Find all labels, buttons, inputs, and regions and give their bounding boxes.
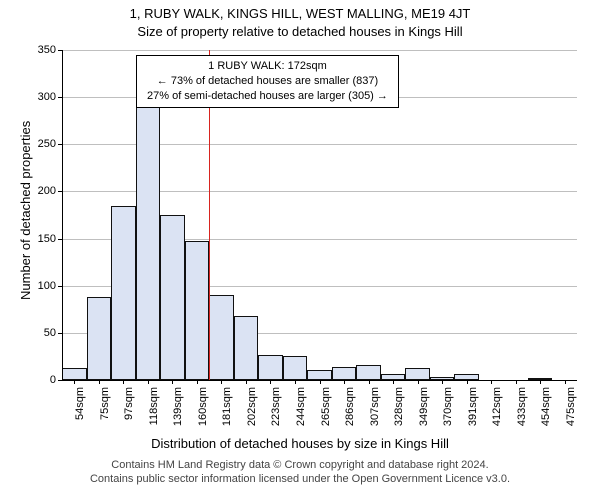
histogram-bar bbox=[234, 316, 259, 380]
histogram-bar bbox=[111, 206, 136, 380]
chart-title-line1: 1, RUBY WALK, KINGS HILL, WEST MALLING, … bbox=[0, 6, 600, 21]
histogram-bar bbox=[258, 355, 283, 380]
xtick-label: 454sqm bbox=[538, 387, 552, 426]
xtick-label: 412sqm bbox=[489, 387, 503, 426]
xtick-label: 202sqm bbox=[244, 387, 258, 426]
annot-line1: 1 RUBY WALK: 172sqm bbox=[208, 60, 327, 72]
x-axis-label: Distribution of detached houses by size … bbox=[0, 436, 600, 451]
histogram-bar bbox=[356, 365, 381, 380]
y-axis-label: Number of detached properties bbox=[18, 121, 33, 300]
xtick-label: 391sqm bbox=[465, 387, 479, 426]
histogram-bar bbox=[405, 368, 430, 380]
xtick-label: 349sqm bbox=[416, 387, 430, 426]
footer-attribution: Contains HM Land Registry data © Crown c… bbox=[0, 458, 600, 487]
xtick-label: 433sqm bbox=[514, 387, 528, 426]
xtick-label: 286sqm bbox=[342, 387, 356, 426]
plot-area: 05010015020025030035054sqm75sqm97sqm118s… bbox=[62, 50, 577, 380]
x-axis-line bbox=[62, 380, 577, 381]
histogram-bar bbox=[87, 297, 112, 380]
histogram-bar bbox=[160, 215, 185, 380]
annotation-box: 1 RUBY WALK: 172sqm ← 73% of detached hou… bbox=[136, 55, 399, 108]
xtick-label: 160sqm bbox=[195, 387, 209, 426]
xtick-label: 97sqm bbox=[121, 387, 135, 420]
xtick-label: 118sqm bbox=[146, 387, 160, 425]
xtick-label: 475sqm bbox=[563, 387, 577, 426]
chart-container: 1, RUBY WALK, KINGS HILL, WEST MALLING, … bbox=[0, 0, 600, 500]
footer-line2: Contains public sector information licen… bbox=[90, 473, 510, 485]
y-axis-line bbox=[62, 50, 63, 380]
annot-line2: ← 73% of detached houses are smaller (83… bbox=[157, 75, 378, 87]
chart-title-line2: Size of property relative to detached ho… bbox=[0, 24, 600, 39]
xtick-label: 307sqm bbox=[367, 387, 381, 426]
xtick-label: 223sqm bbox=[268, 387, 282, 426]
histogram-bar bbox=[307, 370, 332, 380]
xtick-label: 328sqm bbox=[391, 387, 405, 426]
histogram-bar bbox=[283, 356, 308, 380]
histogram-bar bbox=[209, 295, 234, 380]
xtick-label: 370sqm bbox=[440, 387, 454, 426]
xtick-label: 139sqm bbox=[170, 387, 184, 426]
histogram-bar bbox=[332, 367, 357, 380]
xtick-label: 265sqm bbox=[318, 387, 332, 426]
gridline bbox=[62, 50, 577, 51]
footer-line1: Contains HM Land Registry data © Crown c… bbox=[111, 459, 488, 471]
histogram-bar bbox=[185, 241, 210, 380]
histogram-bar bbox=[136, 107, 161, 380]
xtick-label: 244sqm bbox=[293, 387, 307, 426]
xtick-label: 75sqm bbox=[97, 387, 111, 420]
annot-line3: 27% of semi-detached houses are larger (… bbox=[147, 90, 388, 102]
xtick-label: 54sqm bbox=[72, 387, 86, 420]
xtick-label: 181sqm bbox=[219, 387, 233, 426]
histogram-bar bbox=[62, 368, 87, 380]
